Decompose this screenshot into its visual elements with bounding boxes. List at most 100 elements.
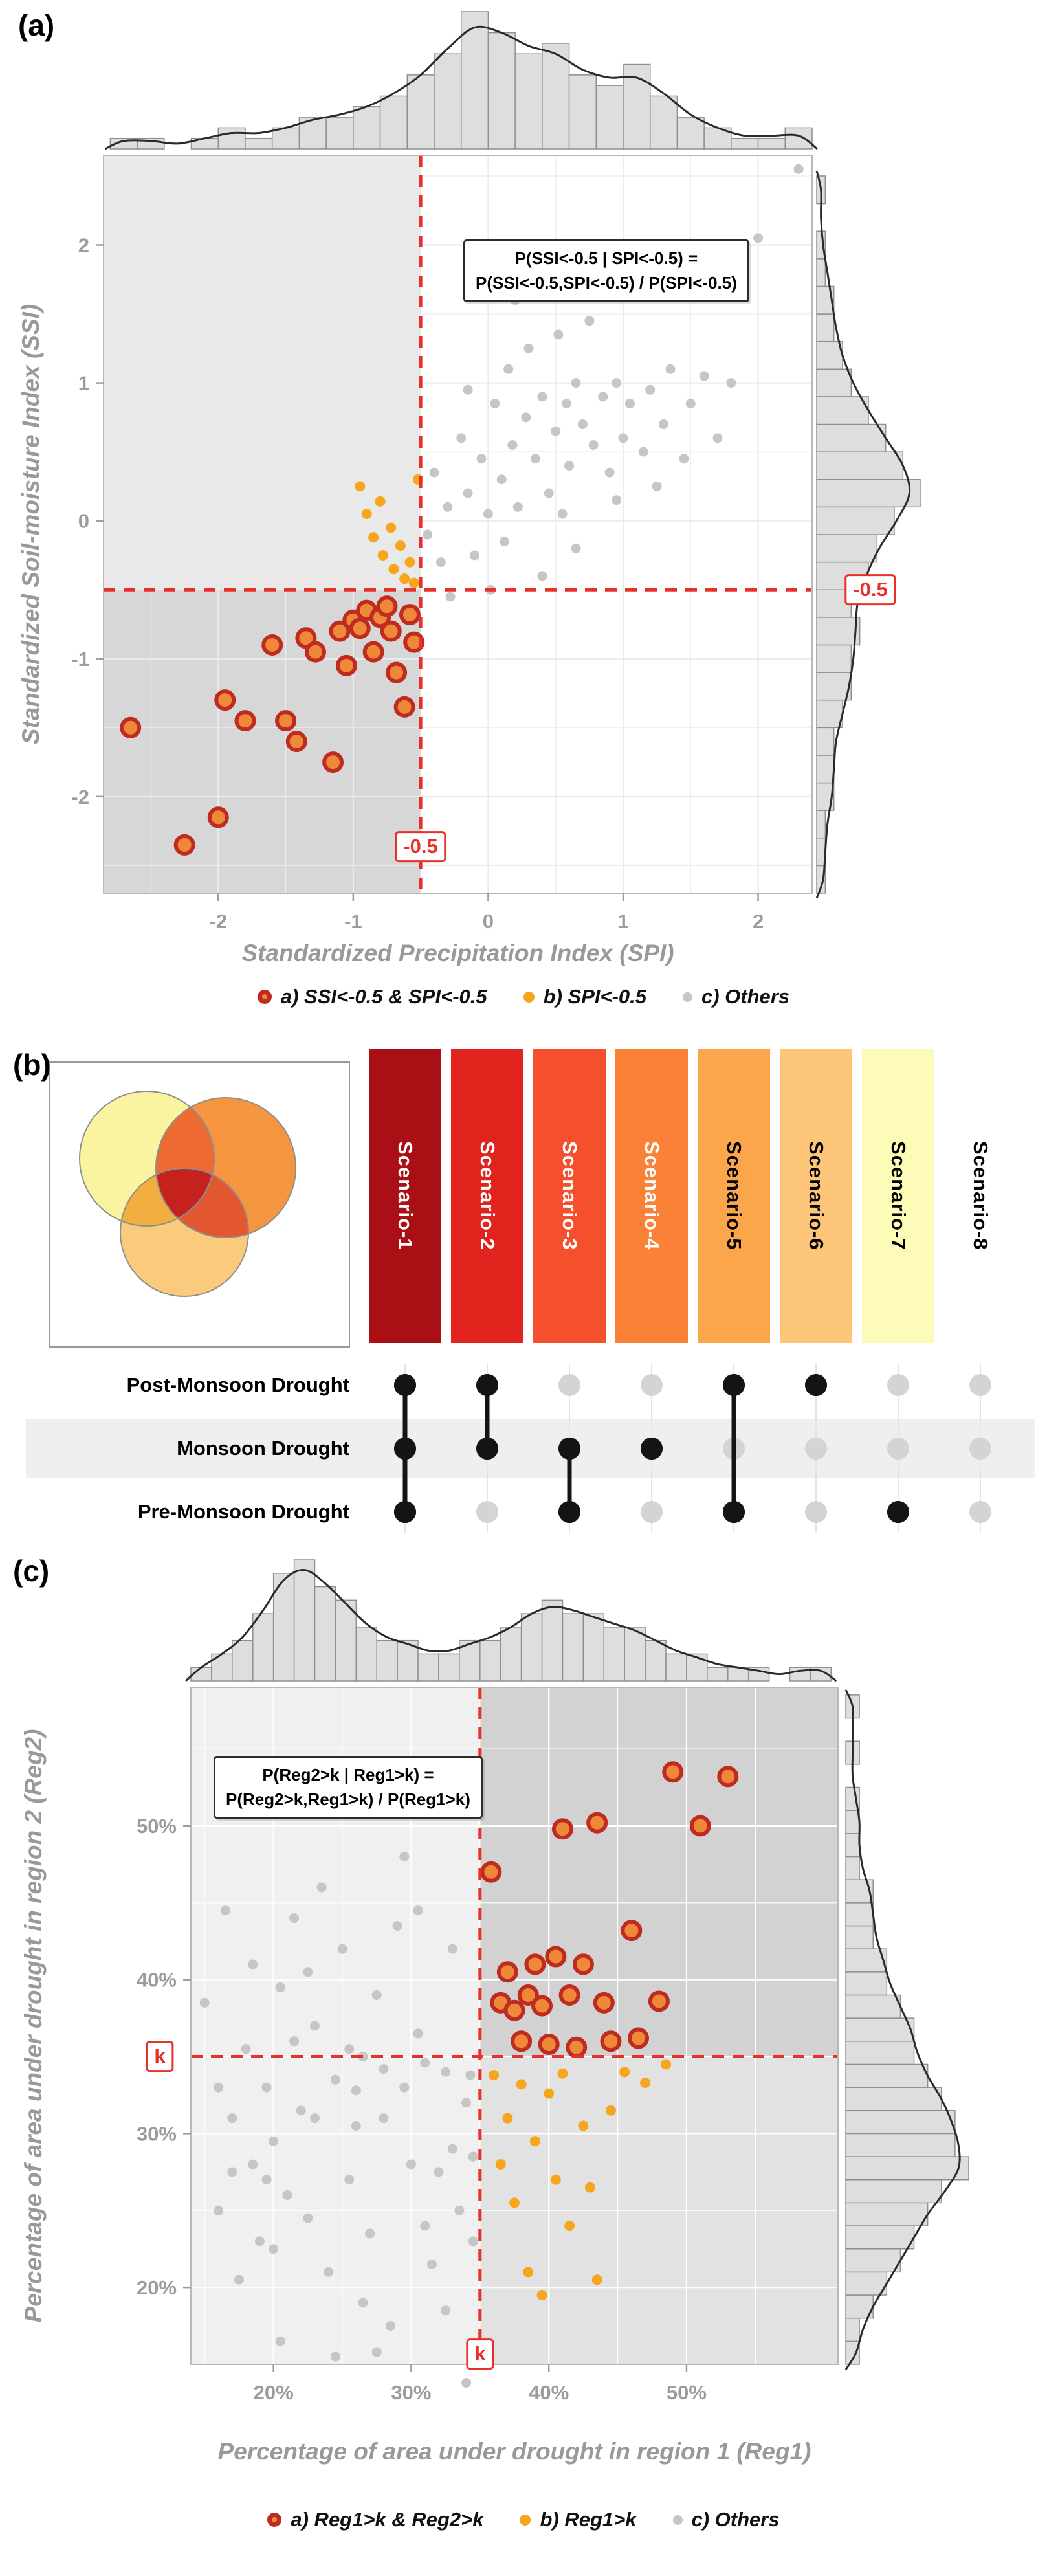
- legend-item: a) SSI<-0.5 & SPI<-0.5: [257, 985, 487, 1008]
- scenario-bar-label: Scenario-1: [394, 1141, 417, 1250]
- matrix-dot-empty: [969, 1374, 991, 1396]
- scatter-points-class-c: [199, 1852, 478, 2388]
- shade-quadrant: [104, 590, 421, 893]
- marginal-histograms: [185, 1559, 969, 2370]
- panel-a-y-threshold-label: -0.5: [844, 574, 896, 605]
- row-label-post-monsoon: Post-Monsoon Drought: [126, 1373, 349, 1396]
- density-curve: [844, 1689, 961, 2370]
- matrix-dot-empty: [641, 1374, 663, 1396]
- scenario-bar-label: Scenario-3: [558, 1141, 581, 1250]
- panel-c-y-threshold-label: k: [146, 2041, 174, 2072]
- legend-label: a) SSI<-0.5 & SPI<-0.5: [280, 985, 487, 1008]
- legend-marker-class-c-icon: [672, 2515, 683, 2525]
- plot-border: [103, 155, 813, 894]
- panel-c-x-threshold-label: k: [466, 2338, 494, 2370]
- y-tick-label: 50%: [137, 1815, 177, 1838]
- panel-a-x-axis-title: Standardized Precipitation Index (SPI): [241, 940, 674, 966]
- scatter-points-class-b: [355, 474, 423, 588]
- y-tick-label: 2: [78, 234, 89, 257]
- scatter-points-class-b: [489, 2059, 672, 2301]
- scenario-bar-scenario-5: Scenario-5: [698, 1049, 770, 1343]
- scenario-bar-scenario-1: Scenario-1: [369, 1049, 441, 1343]
- y-tick-label: 30%: [137, 2122, 177, 2145]
- legend-label: b) SPI<-0.5: [543, 985, 646, 1008]
- scenario-bar-label: Scenario-7: [887, 1141, 910, 1250]
- x-tick-label: 40%: [529, 2381, 569, 2404]
- panel-a: -2 -1 0 1 2 -2 -1 0 1 2 (a) Standardized Soil-moi…: [0, 0, 1047, 1042]
- matrix-dot-empty: [969, 1501, 991, 1523]
- legend-label: a) Reg1>k & Reg2>k: [291, 2508, 484, 2531]
- y-tick-label: 20%: [137, 2276, 177, 2299]
- panel-a-y-axis-title: Standardized Soil-moisture Index (SSI): [17, 304, 44, 745]
- panel-a-label: (a): [18, 8, 55, 42]
- panel-c-legend: a) Reg1>k & Reg2>k b) Reg1>k c) Others: [0, 2508, 1047, 2531]
- legend-item: b) SPI<-0.5: [523, 985, 646, 1008]
- panel-c-annotation: P(Reg2>k | Reg1>k) = P(Reg2>k,Reg1>k) / …: [214, 1756, 483, 1819]
- legend-marker-class-c-icon: [683, 992, 692, 1002]
- matrix-dot-empty: [969, 1438, 991, 1460]
- x-tick-label: 0: [483, 910, 494, 933]
- matrix-dot-empty: [805, 1438, 827, 1460]
- legend-item: c) Others: [672, 2508, 780, 2531]
- row-label-monsoon: Monsoon Drought: [177, 1437, 349, 1460]
- y-tick-label: 1: [78, 372, 89, 395]
- scenario-bar-scenario-8: Scenario-8: [944, 1049, 1017, 1343]
- scenario-bar-scenario-2: Scenario-2: [451, 1049, 524, 1343]
- legend-marker-class-b-icon: [520, 2514, 531, 2526]
- annotation-line: P(SSI<-0.5,SPI<-0.5) / P(SPI<-0.5): [476, 272, 737, 293]
- x-tick-label: 2: [753, 910, 764, 933]
- density-curve: [104, 25, 818, 150]
- scenario-bar-label: Scenario-5: [723, 1141, 745, 1250]
- panel-a-x-threshold-label: -0.5: [395, 831, 446, 862]
- row-label-pre-monsoon: Pre-Monsoon Drought: [137, 1500, 349, 1523]
- scatter-points-class-a: [120, 595, 425, 856]
- matrix-dot-empty: [641, 1501, 663, 1523]
- x-tick-label: -1: [344, 910, 362, 933]
- x-tick-label: 50%: [667, 2381, 707, 2404]
- scenario-bar-label: Scenario-8: [969, 1141, 992, 1250]
- legend-label: c) Others: [691, 2508, 780, 2531]
- scatter-points-class-c: [423, 164, 804, 602]
- panel-a-legend: a) SSI<-0.5 & SPI<-0.5 b) SPI<-0.5 c) Ot…: [0, 985, 1047, 1008]
- panel-c: 20% 30% 40% 50% 20% 30% 40% 50% (c) Percentage …: [0, 1550, 1047, 2576]
- legend-item: a) Reg1>k & Reg2>k: [267, 2508, 483, 2531]
- scenario-bar-scenario-7: Scenario-7: [862, 1049, 934, 1343]
- matrix-dot-empty: [558, 1374, 580, 1396]
- panel-c-x-axis-title: Percentage of area under drought in regi…: [217, 2438, 811, 2465]
- plot-border: [190, 1687, 839, 2365]
- annotation-line: P(Reg2>k,Reg1>k) / P(Reg1>k): [226, 1789, 470, 1809]
- density-curve: [185, 1569, 837, 1682]
- scatter-points-class-a: [480, 1761, 739, 2058]
- x-tick-label: -2: [209, 910, 227, 933]
- panel-c-label: (c): [13, 1554, 50, 1588]
- matrix-dot-empty: [476, 1501, 498, 1523]
- panel-b: (b) Scenario-1 Scenario-2 Scenario-3 Scenar…: [0, 1042, 1047, 1550]
- x-tick-label: 1: [617, 910, 628, 933]
- scenario-bars: Scenario-1 Scenario-2 Scenario-3 Scenario-4…: [369, 1049, 1017, 1343]
- matrix-dot-empty: [887, 1438, 909, 1460]
- y-tick-label: -1: [71, 648, 89, 671]
- panel-a-annotation: P(SSI<-0.5 | SPI<-0.5) = P(SSI<-0.5,SPI<…: [463, 239, 749, 303]
- venn-diagram-box: [49, 1061, 350, 1348]
- y-tick-label: 40%: [137, 1969, 177, 1992]
- y-tick-label: 0: [78, 510, 89, 533]
- panel-b-label: (b): [13, 1048, 51, 1082]
- scenario-bar-label: Scenario-4: [641, 1141, 663, 1250]
- scenario-bar-label: Scenario-6: [805, 1141, 828, 1250]
- legend-item: b) Reg1>k: [520, 2508, 637, 2531]
- venn-diagram: [79, 1091, 296, 1297]
- legend-label: c) Others: [701, 985, 790, 1008]
- legend-label: b) Reg1>k: [540, 2508, 637, 2531]
- upset-matrix: [394, 1364, 991, 1533]
- scenario-bar-scenario-6: Scenario-6: [780, 1049, 852, 1343]
- matrix-dot-empty: [805, 1501, 827, 1523]
- chart-root: 20% 30% 40% 50% 20% 30% 40% 50%: [137, 1559, 969, 2404]
- legend-marker-class-a-icon: [267, 2513, 282, 2527]
- density-curve: [815, 170, 911, 899]
- scenario-bar-scenario-4: Scenario-4: [615, 1049, 688, 1343]
- annotation-line: P(Reg2>k | Reg1>k) =: [262, 1765, 434, 1784]
- chart-root: -2 -1 0 1 2 -2 -1 0 1 2: [71, 11, 921, 933]
- scenario-bar-label: Scenario-2: [476, 1141, 499, 1250]
- y-tick-label: -2: [71, 786, 89, 808]
